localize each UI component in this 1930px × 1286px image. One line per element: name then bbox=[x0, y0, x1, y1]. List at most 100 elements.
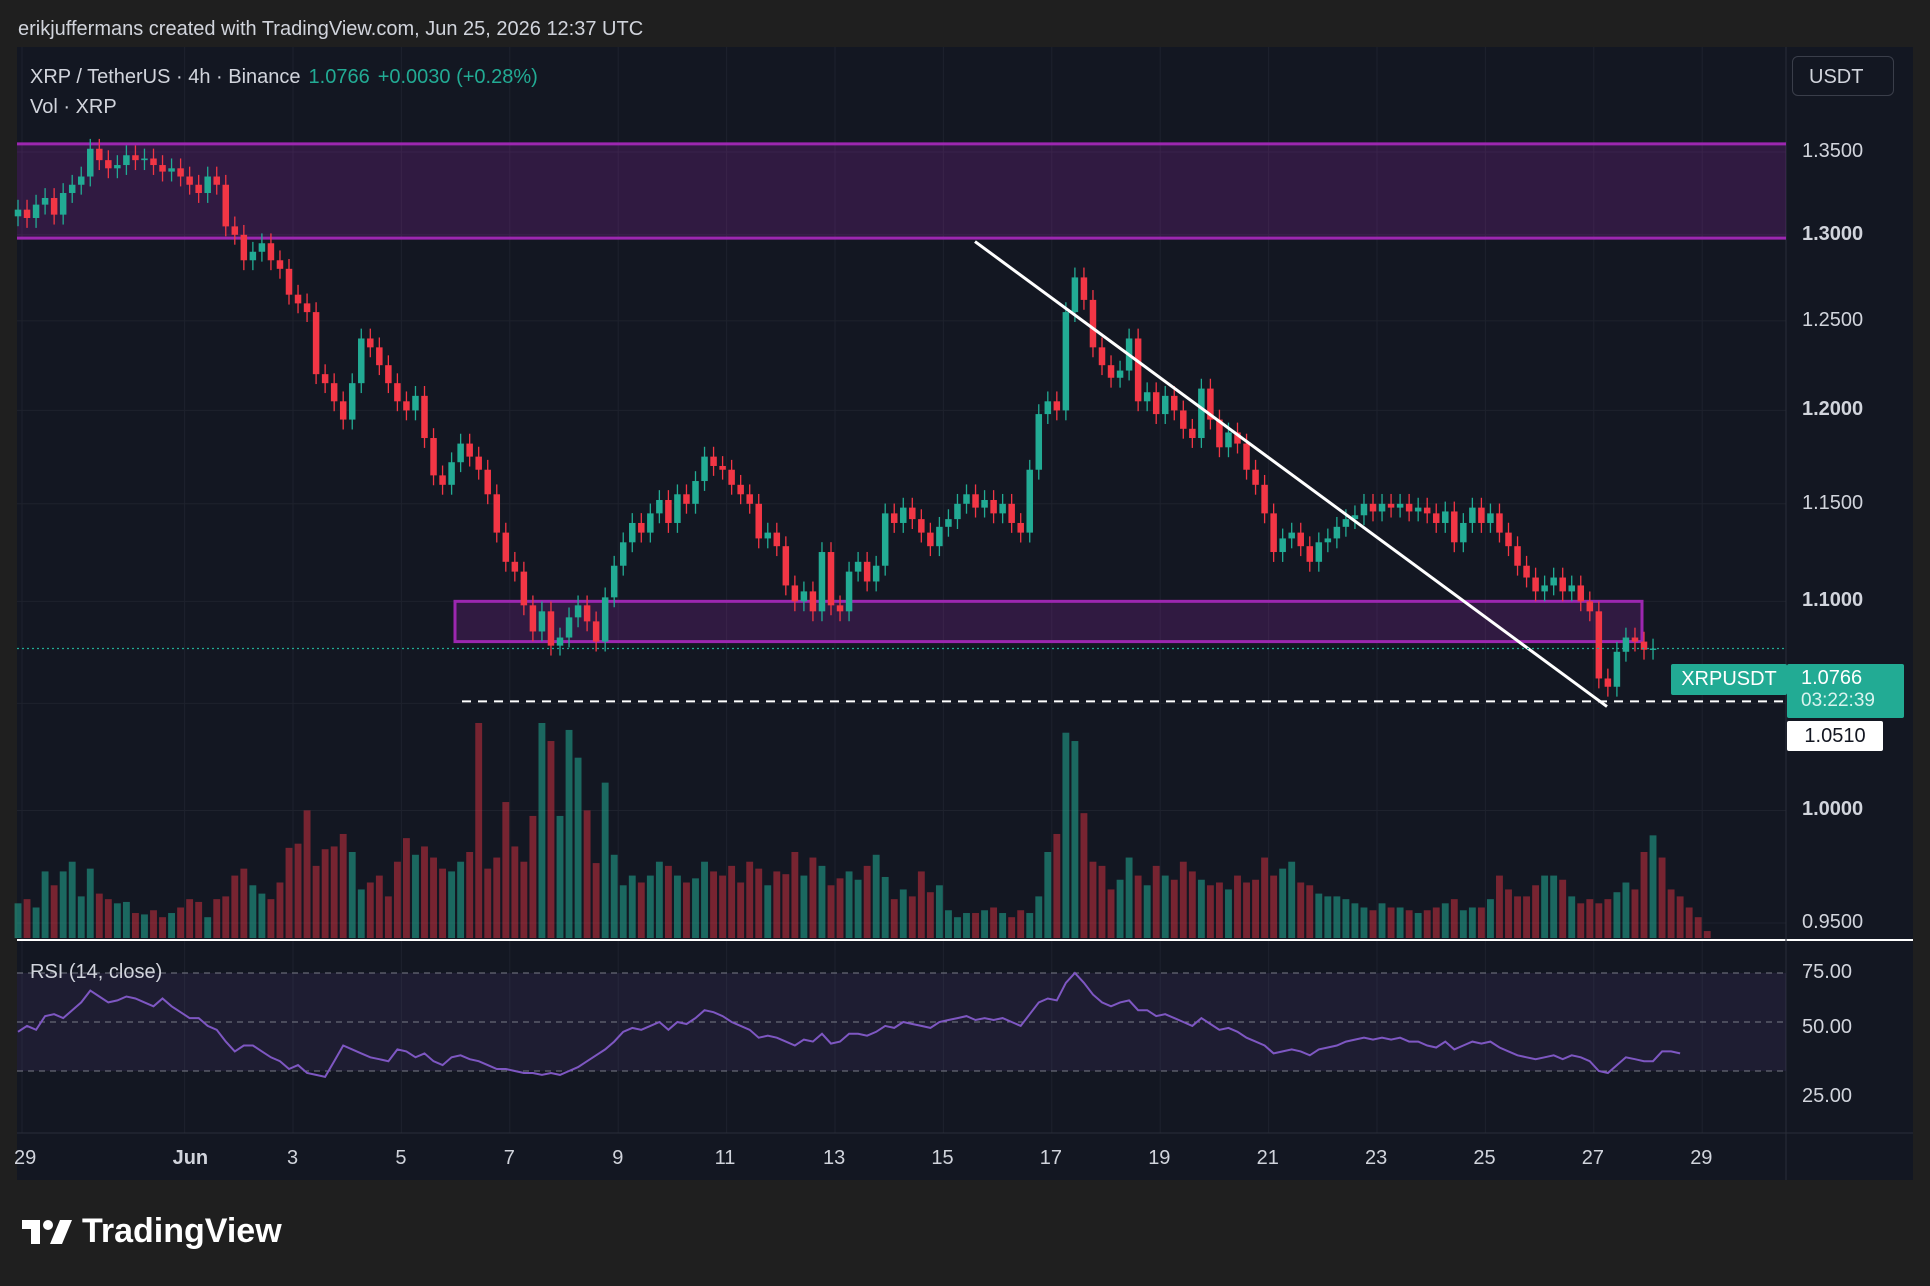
volume-bar bbox=[1613, 892, 1621, 938]
rsi-legend[interactable]: RSI (14, close) bbox=[30, 961, 163, 983]
candle-body bbox=[312, 312, 320, 375]
candle bbox=[520, 561, 528, 616]
time-tick-label: 21 bbox=[1256, 1147, 1279, 1169]
candle-body bbox=[303, 303, 311, 313]
candle bbox=[1595, 601, 1603, 689]
candle-body bbox=[421, 395, 428, 439]
candle-body bbox=[1496, 513, 1503, 533]
candle-body bbox=[321, 374, 329, 384]
candle-body bbox=[1198, 388, 1205, 439]
candle-body bbox=[863, 561, 871, 582]
candle-body bbox=[972, 494, 979, 508]
candle-body bbox=[1252, 469, 1259, 485]
time-tick-label: 17 bbox=[1039, 1147, 1063, 1169]
candle-body bbox=[665, 499, 672, 523]
candle bbox=[14, 199, 22, 227]
rsi-line bbox=[17, 971, 1681, 1079]
candle-body bbox=[836, 605, 844, 612]
volume-bar bbox=[1631, 889, 1639, 938]
volume-bar bbox=[249, 885, 257, 938]
volume-bar bbox=[285, 847, 293, 938]
candle bbox=[809, 581, 817, 622]
volume-bar bbox=[141, 914, 148, 938]
candle-body bbox=[710, 456, 717, 466]
volume-bar bbox=[1685, 907, 1693, 938]
volume-bar bbox=[1252, 879, 1259, 938]
volume-bar bbox=[122, 901, 130, 938]
candle bbox=[619, 532, 627, 576]
candle-body bbox=[330, 383, 338, 402]
candle bbox=[1315, 532, 1323, 572]
candle-body bbox=[1297, 532, 1304, 547]
candle-body bbox=[1622, 637, 1630, 652]
price-tick-label: 1.2000 bbox=[1802, 398, 1864, 421]
candle bbox=[466, 433, 473, 467]
candle-body bbox=[963, 494, 970, 504]
candle bbox=[493, 484, 501, 543]
candle bbox=[32, 194, 40, 228]
candle bbox=[484, 459, 491, 505]
candle bbox=[59, 183, 67, 225]
candle bbox=[168, 158, 175, 182]
candle bbox=[1252, 459, 1259, 495]
volume-legend[interactable]: Vol · XRP bbox=[30, 96, 117, 118]
tradingview-brand[interactable]: TradingView bbox=[22, 1212, 282, 1251]
candle-body bbox=[68, 184, 76, 194]
candle bbox=[601, 587, 609, 652]
candle bbox=[1505, 522, 1512, 557]
candle bbox=[1487, 503, 1494, 533]
candle-body bbox=[1487, 513, 1494, 523]
candle bbox=[538, 601, 546, 642]
candle bbox=[123, 145, 130, 175]
volume-bar bbox=[637, 882, 645, 938]
candle-body bbox=[1053, 401, 1061, 411]
volume-bar bbox=[674, 875, 681, 938]
candle-body bbox=[601, 597, 609, 642]
candle-body bbox=[1207, 388, 1214, 420]
candle-body bbox=[1351, 515, 1359, 520]
currency-button[interactable]: USDT bbox=[1792, 56, 1894, 96]
candle-body bbox=[213, 176, 220, 185]
volume-bar bbox=[1459, 910, 1467, 938]
volume-bar bbox=[1098, 865, 1106, 938]
candle-body bbox=[511, 561, 519, 572]
volume-bar bbox=[1134, 875, 1142, 938]
candle-body bbox=[1613, 651, 1621, 687]
candle bbox=[195, 174, 202, 203]
volume-bar bbox=[177, 907, 185, 938]
time-tick-label: 29 bbox=[14, 1147, 37, 1169]
candle bbox=[683, 484, 690, 514]
volume-bar bbox=[1261, 857, 1269, 938]
candle bbox=[782, 536, 790, 596]
candle bbox=[764, 522, 772, 549]
candle-body bbox=[1035, 414, 1043, 470]
volume-bar bbox=[222, 896, 230, 938]
candle bbox=[50, 188, 58, 225]
volume-bar bbox=[95, 893, 103, 938]
candle bbox=[1405, 493, 1413, 522]
volume-bar bbox=[646, 875, 654, 938]
volume-bar bbox=[854, 879, 862, 938]
candle-body bbox=[77, 176, 85, 185]
brand-name: TradingView bbox=[82, 1212, 282, 1250]
volume-bar bbox=[231, 875, 239, 938]
candle-body bbox=[764, 532, 772, 539]
volume-bar bbox=[267, 899, 275, 938]
candle bbox=[845, 561, 853, 622]
candle bbox=[339, 391, 347, 430]
candle bbox=[556, 627, 564, 656]
volume-bar bbox=[321, 849, 329, 938]
candle-body bbox=[358, 338, 365, 384]
volume-bar bbox=[393, 861, 401, 938]
volume-bar bbox=[628, 875, 636, 938]
volume-bar bbox=[1622, 882, 1630, 938]
candle bbox=[385, 355, 392, 394]
volume-bar bbox=[972, 913, 979, 938]
candle bbox=[457, 433, 464, 473]
candle bbox=[1442, 501, 1449, 533]
candle-body bbox=[222, 184, 230, 227]
candle-body bbox=[701, 456, 708, 482]
symbol-legend[interactable]: XRP / TetherUS · 4h · Binance 1.0766 +0.00… bbox=[30, 66, 538, 89]
candle-body bbox=[719, 465, 726, 470]
